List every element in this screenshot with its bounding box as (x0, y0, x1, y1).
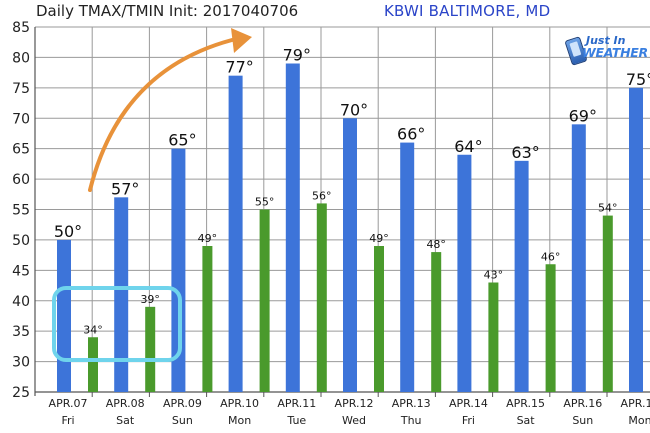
tmax-bar (343, 118, 357, 392)
tmax-bar (571, 124, 586, 392)
x-tick-label: APR.09 (163, 397, 202, 410)
tmax-bar (457, 154, 472, 392)
tmin-data-label: 54° (598, 202, 618, 215)
tmax-data-label: 50° (54, 222, 82, 241)
tmin-data-label: 48° (426, 238, 446, 251)
tmin-bar (202, 246, 213, 392)
y-tick-label: 30 (12, 355, 30, 371)
x-tick-label: APR.16 (563, 397, 602, 410)
tmax-bar (57, 239, 71, 392)
x-day-label: Fri (61, 414, 74, 427)
tmin-bar (316, 203, 327, 392)
tmin-bar (88, 337, 98, 392)
y-tick-label: 80 (12, 50, 30, 66)
logo-text-line1: Just In (586, 34, 626, 47)
x-tick-label: APR.08 (106, 397, 145, 410)
y-tick-label: 55 (12, 203, 30, 219)
x-day-label: Sat (517, 414, 536, 427)
tmin-data-label: 55° (255, 196, 275, 209)
tmax-bar (228, 75, 243, 393)
x-day-label: Sun (572, 414, 593, 427)
tmin-data-label: 49° (369, 232, 389, 245)
tmin-bar (602, 215, 613, 392)
tmin-data-label: 34° (83, 323, 103, 336)
x-tick-label: APR.07 (49, 397, 88, 410)
highlight-box (52, 286, 182, 362)
tmin-bar (545, 264, 556, 392)
tmax-data-label: 77° (225, 58, 253, 77)
tmax-bar (514, 160, 529, 392)
tmax-data-label: 64° (454, 137, 482, 156)
x-day-label: Mon (228, 414, 251, 427)
tmin-bar (374, 246, 384, 392)
y-tick-label: 45 (12, 263, 30, 279)
y-tick-label: 40 (12, 294, 30, 310)
tmax-bar (285, 63, 300, 392)
x-tick-label: APR.10 (220, 397, 259, 410)
y-tick-label: 25 (12, 385, 30, 401)
tmax-bar (114, 197, 129, 392)
tmin-bar (488, 282, 499, 392)
x-day-label: Tue (286, 414, 306, 427)
tmin-data-label: 49° (198, 232, 218, 245)
tmax-data-label: 69° (569, 106, 597, 125)
tmax-data-label: 79° (283, 46, 311, 65)
x-day-label: Mon (628, 414, 650, 427)
tmax-data-label: 70° (340, 100, 368, 119)
x-tick-label: APR.13 (392, 397, 431, 410)
x-day-label: Sun (172, 414, 193, 427)
x-tick-label: APR.12 (335, 397, 374, 410)
tmax-data-label: 63° (511, 143, 539, 162)
tmin-data-label: 56° (312, 189, 332, 202)
tmax-data-label: 65° (168, 131, 196, 150)
tmin-data-label: 39° (140, 293, 160, 306)
trend-arrow (88, 38, 234, 192)
y-tick-label: 85 (12, 20, 30, 36)
station-label: KBWI BALTIMORE, MD (384, 2, 551, 20)
x-tick-label: APR.15 (506, 397, 545, 410)
x-tick-label: APR.14 (449, 397, 488, 410)
y-tick-label: 75 (12, 81, 30, 97)
tmax-data-label: 57° (111, 179, 139, 198)
x-tick-label: APR.17 (621, 397, 650, 410)
tmax-bar (629, 87, 643, 392)
tmin-bar (145, 306, 156, 392)
tmin-data-label: 43° (484, 269, 504, 282)
tmax-bar (400, 142, 415, 392)
y-tick-label: 60 (12, 172, 30, 188)
x-day-label: Thu (400, 414, 422, 427)
x-day-label: Sat (116, 414, 135, 427)
tmin-bar (431, 252, 442, 392)
y-tick-label: 35 (12, 324, 30, 340)
y-tick-label: 50 (12, 233, 30, 249)
y-tick-label: 70 (12, 111, 30, 127)
logo-text-line2: WEATHER (582, 45, 648, 60)
chart-title: Daily TMAX/TMIN Init: 2017040706 (36, 2, 299, 20)
tmax-data-label: 75° (626, 70, 650, 89)
tmin-data-label: 46° (541, 250, 561, 263)
x-day-label: Wed (342, 414, 366, 427)
x-day-label: Fri (462, 414, 475, 427)
y-tick-label: 65 (12, 142, 30, 158)
trend-arrow-head (231, 28, 252, 53)
x-tick-label: APR.11 (277, 397, 316, 410)
just-in-weather-logo: Just In WEATHER (562, 34, 648, 68)
tmax-data-label: 66° (397, 125, 425, 144)
tmin-bar (259, 209, 270, 392)
